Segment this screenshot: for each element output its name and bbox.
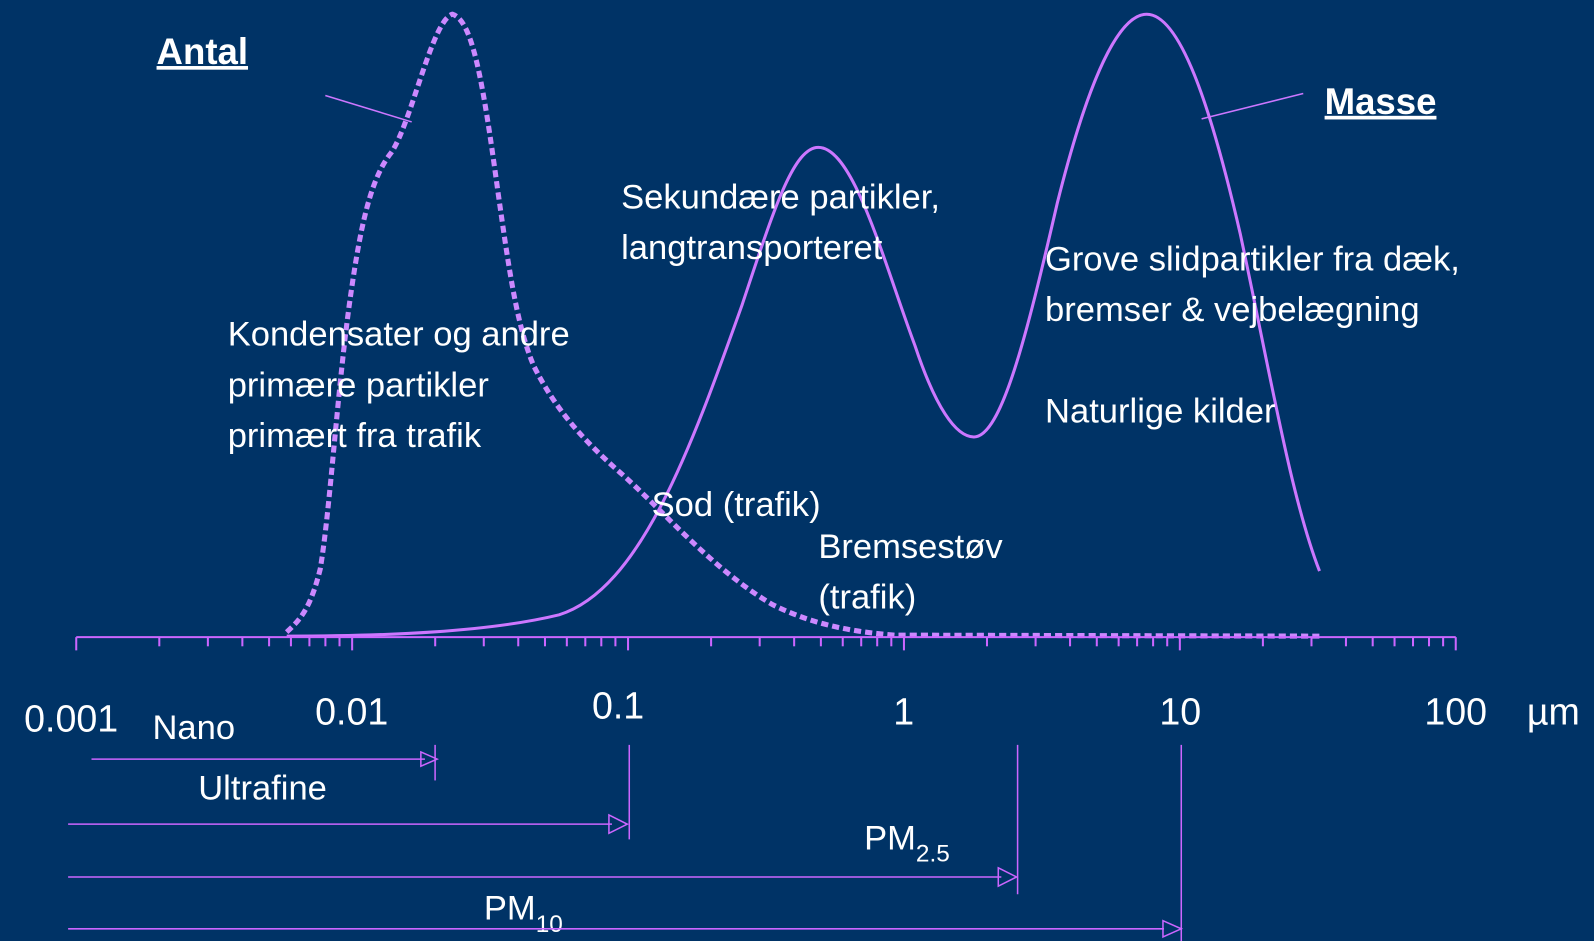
tick-label: 0.001 xyxy=(24,698,118,740)
number-curve xyxy=(284,11,1322,639)
annotation: (trafik) xyxy=(818,579,916,617)
annotation: bremser & vejbelægning xyxy=(1045,291,1420,329)
tick-label: 10 xyxy=(1159,691,1201,733)
annotation: primære partikler xyxy=(228,366,489,404)
unit-label: µm xyxy=(1527,691,1580,733)
annotation: Sod (trafik) xyxy=(652,486,821,524)
range-label-sub: 10 xyxy=(536,911,563,938)
range-label: PM10 xyxy=(484,890,563,938)
annotation: langtransporteret xyxy=(621,229,883,267)
annotation: primært fra trafik xyxy=(228,417,482,455)
tick-label: 0.1 xyxy=(592,684,644,726)
annotation: Grove slidpartikler fra dæk, xyxy=(1045,240,1460,278)
tick-label: 0.01 xyxy=(315,691,388,733)
tick-label: 1 xyxy=(893,691,914,733)
arrowhead xyxy=(1162,919,1184,939)
mass-curve xyxy=(286,12,1321,638)
arrowhead xyxy=(608,813,629,835)
mass-label: Masse xyxy=(1325,81,1437,122)
range-label-main: PM xyxy=(864,820,916,858)
tick-label: 100 xyxy=(1424,691,1487,733)
range-label: PM2.5 xyxy=(864,820,950,868)
annotation: Naturlige kilder xyxy=(1045,393,1275,431)
leader-line xyxy=(1201,92,1304,120)
annotation: Bremsestøv xyxy=(818,528,1003,566)
annotation: Kondensater og andre xyxy=(228,316,570,354)
range-label-main: PM xyxy=(484,890,536,928)
annotation: Sekundære partikler, xyxy=(621,178,940,216)
range-label: Ultrafine xyxy=(198,770,327,808)
range-label-sub: 2.5 xyxy=(916,841,950,868)
leader-line xyxy=(325,94,412,123)
arrowhead xyxy=(997,866,1019,888)
number-label: Antal xyxy=(157,31,248,72)
range-label: Nano xyxy=(152,709,235,747)
axis-ticks xyxy=(75,637,1457,651)
arrowhead xyxy=(420,750,440,768)
